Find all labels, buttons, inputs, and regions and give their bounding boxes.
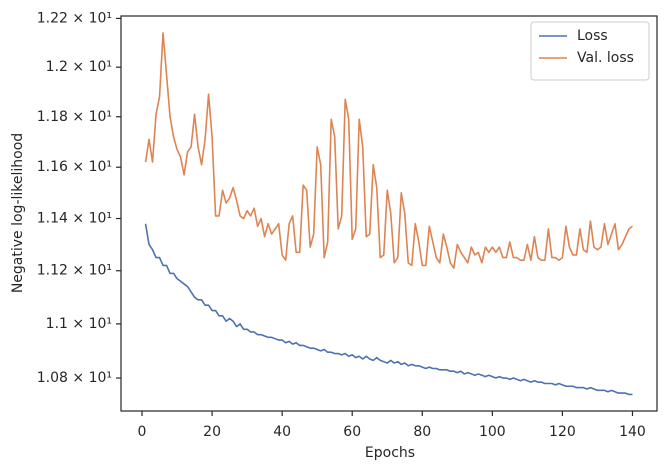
y-axis-label: Negative log-likelihood (10, 133, 26, 293)
legend-label: Loss (577, 28, 608, 44)
y-tick-label: 1.08 × 10¹ (37, 370, 112, 386)
y-tick-label: 1.18 × 10¹ (37, 109, 112, 125)
y-tick-label: 1.1 × 10¹ (46, 316, 112, 332)
legend-label: Val. loss (577, 50, 634, 66)
x-tick-label: 0 (138, 424, 147, 440)
y-tick-label: 1.16 × 10¹ (37, 159, 112, 175)
line (144, 223, 633, 396)
x-axis-label: Epochs (365, 445, 415, 461)
x-tick-label: 100 (479, 424, 506, 440)
y-tick-label: 1.22 × 10¹ (37, 10, 112, 26)
y-tick-label: 1.12 × 10¹ (37, 263, 112, 279)
x-tick-label: 140 (619, 424, 646, 440)
x-tick-label: 20 (203, 424, 221, 440)
y-tick-label: 1.14 × 10¹ (37, 211, 112, 227)
plot-frame (120, 15, 658, 412)
x-tick-label: 40 (273, 424, 291, 440)
line (144, 32, 633, 269)
x-tick-label: 80 (413, 424, 431, 440)
x-tick-label: 120 (549, 424, 576, 440)
y-tick-label: 1.2 × 10¹ (46, 59, 112, 75)
x-tick-label: 60 (343, 424, 361, 440)
